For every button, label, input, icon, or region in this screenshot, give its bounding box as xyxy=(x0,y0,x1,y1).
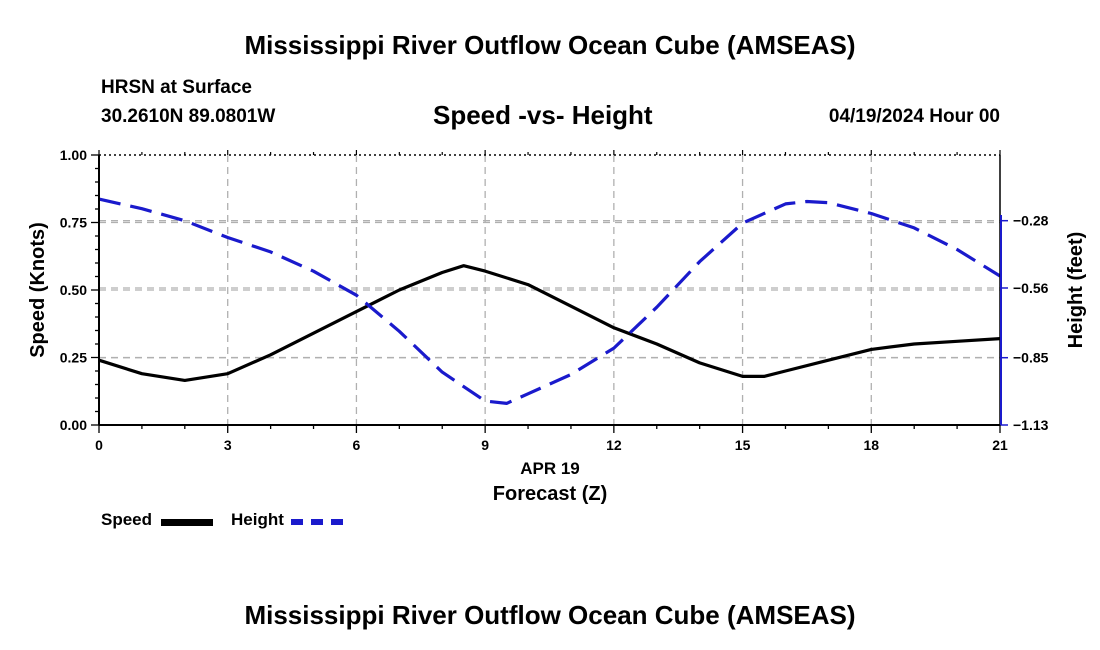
y2-axis-label: Height (feet) xyxy=(1065,232,1087,349)
x-tick-label: 3 xyxy=(224,437,232,453)
x-tick-label: 6 xyxy=(353,437,361,453)
station-coords: 30.2610N 89.0801W xyxy=(101,106,276,127)
y2-tick-label: −1.13 xyxy=(1013,417,1049,433)
legend-speed-label: Speed xyxy=(101,510,153,529)
legend-height-swatch xyxy=(291,519,343,525)
axes: 0.00 0.25 0.50 0.75 1.00 −0.28 −0.56 −0.85 −1.13… xyxy=(60,147,1049,453)
x-tick-label: 12 xyxy=(606,437,622,453)
grid xyxy=(99,154,1000,426)
y-tick-label: 0.25 xyxy=(60,350,87,366)
height-series-line xyxy=(98,197,1001,405)
y-tick-label: 0.75 xyxy=(60,215,87,231)
y2-tick-label: −0.28 xyxy=(1013,213,1049,229)
series-layer xyxy=(98,197,1001,405)
station-label: HRSN at Surface xyxy=(101,77,252,98)
y-axis-label: Speed (Knots) xyxy=(27,222,49,358)
legend-speed-swatch xyxy=(161,519,213,526)
chart-title: Speed -vs- Height xyxy=(433,100,653,130)
footer-title: Mississippi River Outflow Ocean Cube (AM… xyxy=(244,600,856,630)
x-tick-label: 21 xyxy=(992,437,1008,453)
x-tick-label: 0 xyxy=(95,437,103,453)
x-tick-label: 9 xyxy=(481,437,489,453)
legend-height-label: Height xyxy=(231,510,284,529)
y2-tick-label: −0.85 xyxy=(1013,350,1049,366)
x-tick-label: 15 xyxy=(735,437,751,453)
y-tick-label: 0.50 xyxy=(60,282,87,298)
x-tick-label: 18 xyxy=(863,437,879,453)
x-axis-label: Forecast (Z) xyxy=(493,483,607,505)
speed-series-line xyxy=(98,264,1001,382)
x-axis-date-label: APR 19 xyxy=(520,459,580,478)
y-tick-label: 0.00 xyxy=(60,417,87,433)
page-title: Mississippi River Outflow Ocean Cube (AM… xyxy=(244,30,856,60)
chart-datetime: 04/19/2024 Hour 00 xyxy=(828,106,1000,127)
y2-tick-label: −0.56 xyxy=(1013,280,1049,296)
y-tick-label: 1.00 xyxy=(60,147,87,163)
